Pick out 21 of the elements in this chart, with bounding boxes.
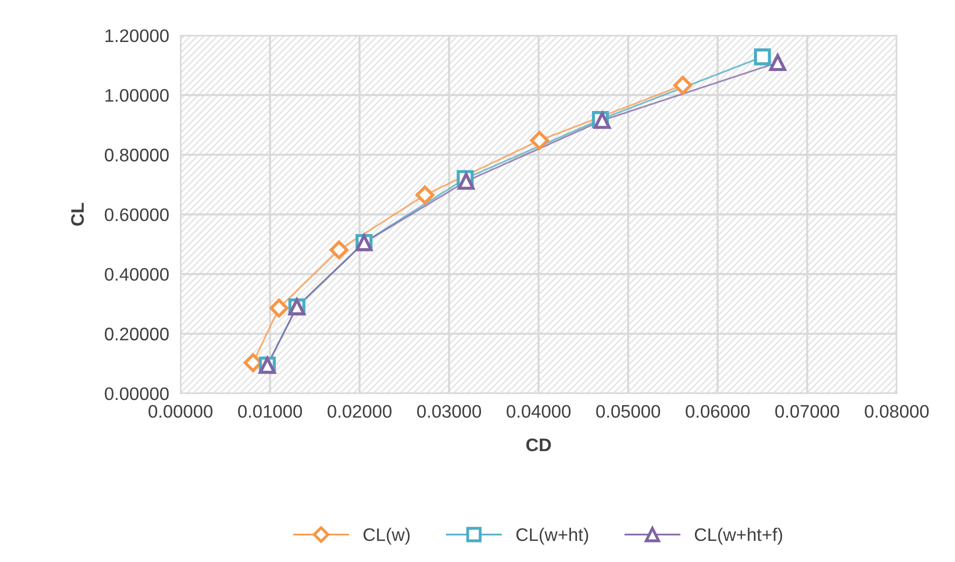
x-tick-label: 0.08000 [864,404,929,418]
x-tick-label: 0.07000 [775,404,840,418]
y-tick-label: 0.40000 [104,268,169,281]
x-tick-label: 0.06000 [686,404,750,418]
y-tick-label: 1.20000 [106,29,169,42]
x-tick-label: 0.00000 [148,404,212,418]
x-tick-label: 0.03000 [417,404,482,418]
legend-label: CL(w+ht) [516,528,588,545]
x-axis-title: CD [526,438,551,452]
y-tick-label: 0.80000 [104,148,169,162]
legend-label: CL(w) [364,528,410,545]
y-axis-title: CL [71,202,84,226]
legend-label: CL(w+ht+f) [694,528,782,545]
y-tick-label: 0.20000 [104,328,169,340]
y-tick-label: 0.60000 [104,208,169,222]
x-tick-label: 0.01000 [238,404,302,418]
x-tick-label: 0.05000 [596,404,660,418]
x-tick-label: 0.02000 [328,404,392,418]
x-tick-label: 0.04000 [506,404,571,418]
y-tick-label: 1.00000 [106,89,169,102]
y-tick-label: 0.00000 [104,387,169,400]
